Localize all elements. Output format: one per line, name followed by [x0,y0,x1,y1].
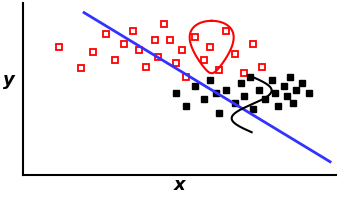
X-axis label: x: x [174,176,185,194]
Y-axis label: y: y [3,71,15,89]
